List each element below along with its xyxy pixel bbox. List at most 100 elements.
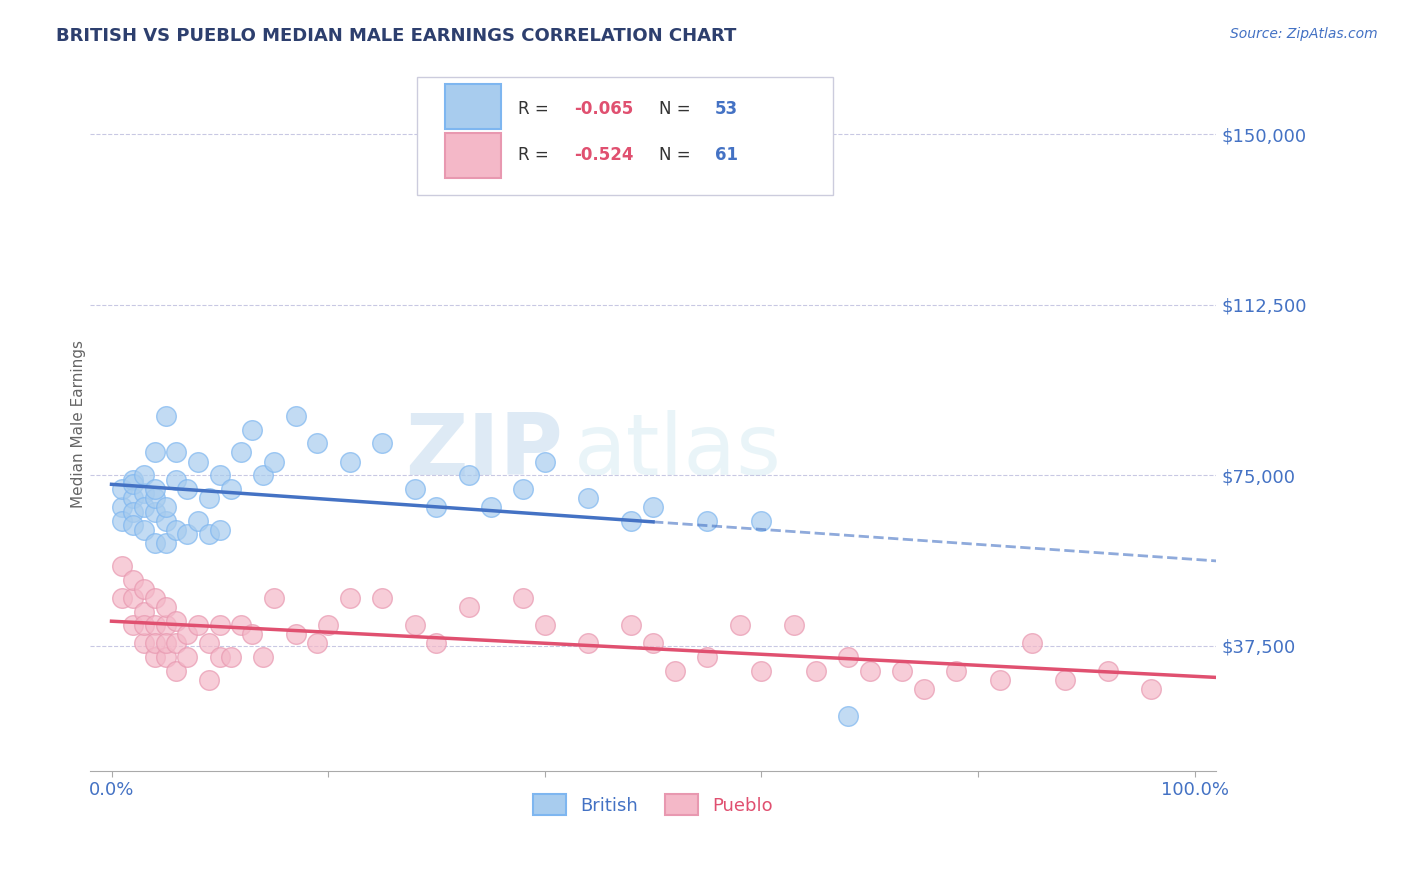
Point: [620, 618, 643, 632]
Point: [155, 514, 177, 528]
Point: [371, 436, 394, 450]
Point: [458, 600, 481, 615]
Point: [176, 627, 198, 641]
Point: [425, 500, 447, 514]
Point: [176, 650, 198, 665]
Legend: British, Pueblo: British, Pueblo: [524, 785, 782, 824]
Point: [891, 664, 914, 678]
Point: [219, 482, 242, 496]
Point: [111, 500, 134, 514]
FancyBboxPatch shape: [416, 78, 834, 195]
Point: [284, 627, 307, 641]
Point: [252, 468, 274, 483]
Point: [132, 523, 155, 537]
Point: [751, 514, 773, 528]
Point: [263, 454, 285, 468]
Point: [132, 636, 155, 650]
Point: [111, 514, 134, 528]
Point: [912, 681, 935, 696]
Point: [1140, 681, 1163, 696]
Point: [122, 591, 145, 605]
Point: [122, 491, 145, 505]
Text: ZIP: ZIP: [405, 410, 562, 493]
Text: atlas: atlas: [574, 410, 782, 493]
Point: [198, 636, 221, 650]
Point: [696, 514, 718, 528]
Point: [166, 473, 188, 487]
Point: [143, 536, 166, 550]
Point: [132, 500, 155, 514]
Point: [166, 664, 188, 678]
Point: [176, 527, 198, 541]
Point: [187, 514, 209, 528]
Point: [533, 618, 555, 632]
Point: [143, 445, 166, 459]
Point: [132, 605, 155, 619]
Point: [111, 482, 134, 496]
Point: [804, 664, 827, 678]
Point: [166, 636, 188, 650]
Point: [458, 468, 481, 483]
Point: [641, 500, 664, 514]
Point: [371, 591, 394, 605]
Point: [132, 468, 155, 483]
Point: [240, 627, 263, 641]
Point: [208, 618, 231, 632]
Point: [132, 618, 155, 632]
Point: [945, 664, 967, 678]
Text: R =: R =: [517, 100, 554, 118]
Point: [620, 514, 643, 528]
Point: [122, 477, 145, 491]
Point: [837, 709, 859, 723]
Point: [166, 523, 188, 537]
Text: 61: 61: [716, 146, 738, 164]
Text: Source: ZipAtlas.com: Source: ZipAtlas.com: [1230, 27, 1378, 41]
Point: [728, 618, 751, 632]
Point: [316, 618, 339, 632]
Point: [155, 618, 177, 632]
Point: [339, 454, 361, 468]
Point: [1097, 664, 1119, 678]
Point: [143, 491, 166, 505]
Point: [696, 650, 718, 665]
Text: R =: R =: [517, 146, 554, 164]
Point: [122, 573, 145, 587]
Point: [339, 591, 361, 605]
Text: -0.524: -0.524: [574, 146, 634, 164]
Point: [240, 423, 263, 437]
Point: [307, 436, 329, 450]
Point: [155, 409, 177, 423]
Point: [176, 482, 198, 496]
Point: [155, 500, 177, 514]
Point: [208, 468, 231, 483]
Point: [751, 664, 773, 678]
Point: [512, 591, 534, 605]
Point: [166, 445, 188, 459]
Text: BRITISH VS PUEBLO MEDIAN MALE EARNINGS CORRELATION CHART: BRITISH VS PUEBLO MEDIAN MALE EARNINGS C…: [56, 27, 737, 45]
Point: [859, 664, 882, 678]
Point: [576, 491, 599, 505]
Point: [111, 591, 134, 605]
Point: [122, 505, 145, 519]
Point: [198, 673, 221, 687]
Point: [576, 636, 599, 650]
Y-axis label: Median Male Earnings: Median Male Earnings: [72, 340, 86, 508]
Point: [252, 650, 274, 665]
Point: [231, 618, 253, 632]
Point: [1053, 673, 1076, 687]
Point: [208, 523, 231, 537]
Point: [783, 618, 806, 632]
Point: [404, 618, 426, 632]
Point: [219, 650, 242, 665]
Point: [533, 454, 555, 468]
Point: [641, 636, 664, 650]
Point: [132, 582, 155, 596]
FancyBboxPatch shape: [444, 85, 501, 129]
Text: N =: N =: [658, 100, 696, 118]
Point: [155, 600, 177, 615]
Point: [111, 559, 134, 574]
Point: [143, 636, 166, 650]
Point: [664, 664, 686, 678]
Point: [284, 409, 307, 423]
Point: [307, 636, 329, 650]
